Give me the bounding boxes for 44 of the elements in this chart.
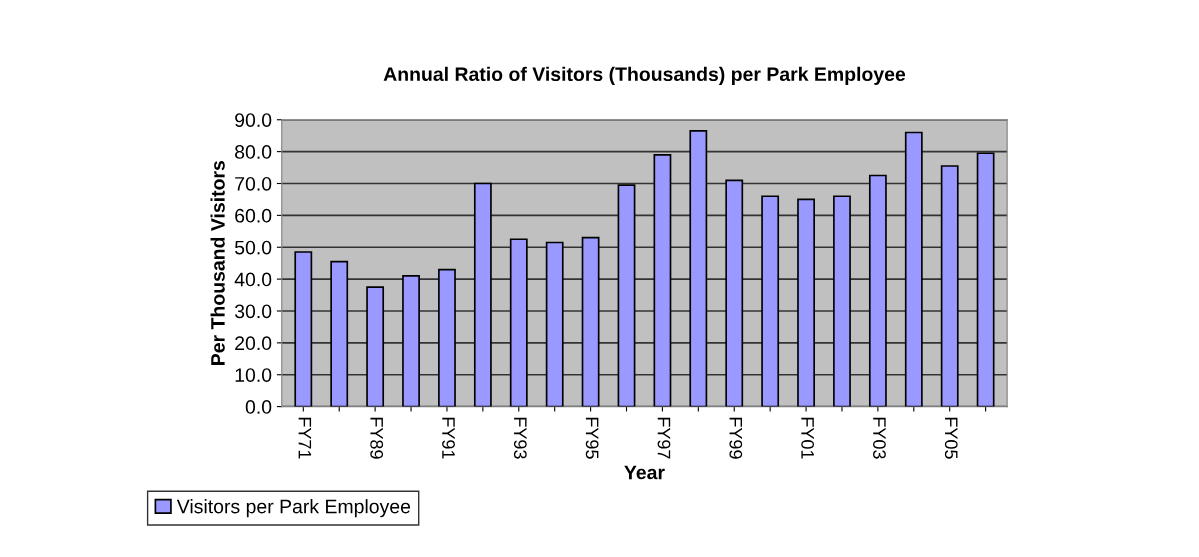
x-tick-label: FY01: [801, 417, 814, 459]
bar: [797, 198, 815, 407]
y-tick-label: 50.0: [234, 240, 272, 255]
x-axis-title: Year: [624, 465, 665, 480]
y-axis-title: Per Thousand Visitors: [210, 160, 225, 365]
x-tick-label: FY89: [370, 417, 384, 459]
x-tick-label: FY03: [873, 417, 886, 459]
x-tick-label: FY97: [657, 417, 671, 459]
bar: [617, 184, 636, 407]
x-tick-label: FY05: [944, 417, 958, 459]
bar: [473, 182, 492, 407]
bar: [366, 286, 385, 407]
bar: [581, 236, 600, 407]
x-tick-label: FY93: [513, 417, 527, 459]
bar: [725, 179, 744, 407]
bar: [761, 195, 780, 407]
legend-label: Visitors per Park Employee: [176, 499, 411, 518]
bar: [653, 153, 672, 407]
y-tick-label: 70.0: [235, 176, 272, 191]
x-tick-label: FY71: [298, 417, 312, 459]
chart-title: Annual Ratio of Visitors (Thousands) per Park Employee: [383, 66, 906, 85]
bar: [976, 152, 995, 407]
bar: [833, 195, 851, 407]
x-tick-label: FY91: [442, 417, 455, 459]
y-tick-label: 20.0: [235, 336, 272, 351]
bar: [904, 131, 923, 407]
bar: [330, 260, 349, 407]
bar: [402, 275, 420, 407]
bar: [940, 165, 959, 407]
bar: [438, 268, 456, 407]
y-tick-label: 60.0: [235, 208, 272, 223]
bar: [868, 174, 887, 407]
x-tick-label: FY95: [585, 417, 599, 459]
y-tick-label: 80.0: [235, 145, 272, 159]
bar: [294, 251, 313, 407]
x-tick-label: FY99: [729, 417, 743, 459]
y-tick-label: 40.0: [234, 272, 272, 287]
bar: [545, 241, 564, 407]
y-tick-label: 0.0: [245, 400, 272, 414]
bar: [509, 238, 528, 407]
y-tick-label: 30.0: [234, 304, 272, 319]
y-tick-label: 90.0: [235, 113, 272, 127]
y-tick-label: 10.0: [235, 368, 272, 382]
bar: [689, 130, 708, 407]
